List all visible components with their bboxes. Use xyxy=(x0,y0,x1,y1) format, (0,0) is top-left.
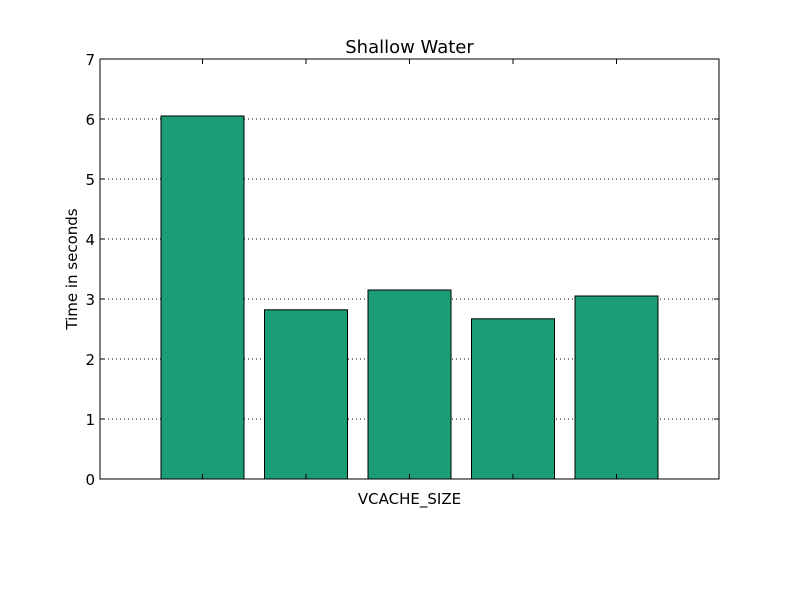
x-axis-label: VCACHE_SIZE xyxy=(358,490,461,509)
y-axis-label: Time in seconds xyxy=(63,208,81,330)
bars xyxy=(160,115,659,480)
bar xyxy=(471,318,555,480)
chart-title: Shallow Water xyxy=(345,37,474,58)
y-tick-label: 6 xyxy=(85,111,95,129)
bar xyxy=(160,115,245,480)
bar xyxy=(367,289,452,480)
axis-ticks xyxy=(100,58,719,480)
y-tick-label: 3 xyxy=(85,291,95,309)
bar xyxy=(264,309,348,480)
bar xyxy=(574,295,659,480)
y-tick-label: 7 xyxy=(85,51,95,69)
y-tick-label: 2 xyxy=(85,351,95,369)
y-tick-label: 4 xyxy=(85,231,95,249)
y-tick-label: 1 xyxy=(85,411,95,429)
y-tick-labels: 0 1 2 3 4 5 6 7 xyxy=(85,51,95,489)
y-tick-label: 0 xyxy=(85,471,95,489)
y-tick-label: 5 xyxy=(85,171,95,189)
